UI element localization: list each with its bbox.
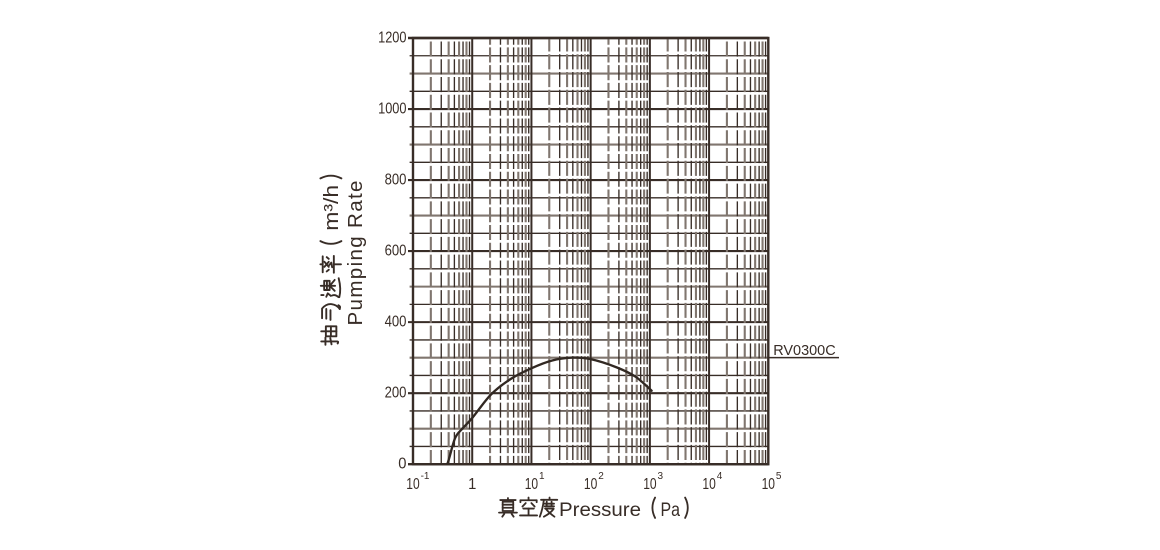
svg-text:1: 1 xyxy=(539,471,545,482)
svg-text:10: 10 xyxy=(643,476,657,493)
svg-text:m³/h: m³/h xyxy=(321,185,343,231)
svg-text:1: 1 xyxy=(468,476,476,493)
svg-text:Pa: Pa xyxy=(661,499,681,521)
svg-text:-1: -1 xyxy=(421,471,430,482)
svg-text:400: 400 xyxy=(385,313,407,330)
svg-text:2: 2 xyxy=(598,471,604,482)
svg-text:5: 5 xyxy=(776,471,782,482)
svg-text:800: 800 xyxy=(385,171,407,188)
svg-text:RV0300C: RV0300C xyxy=(773,343,836,359)
svg-text:600: 600 xyxy=(385,242,407,259)
svg-text:Pumping Rate: Pumping Rate xyxy=(344,181,367,326)
svg-text:10: 10 xyxy=(525,476,539,493)
svg-text:1200: 1200 xyxy=(378,29,407,46)
svg-text:0: 0 xyxy=(398,456,407,473)
svg-text:1000: 1000 xyxy=(378,100,407,117)
svg-text:10: 10 xyxy=(406,476,420,493)
svg-text:10: 10 xyxy=(702,476,716,493)
svg-text:Pressure: Pressure xyxy=(559,499,641,521)
svg-text:10: 10 xyxy=(762,476,776,493)
svg-text:3: 3 xyxy=(658,471,664,482)
svg-text:200: 200 xyxy=(385,385,407,402)
svg-text:10: 10 xyxy=(584,476,598,493)
svg-text:4: 4 xyxy=(717,471,723,482)
